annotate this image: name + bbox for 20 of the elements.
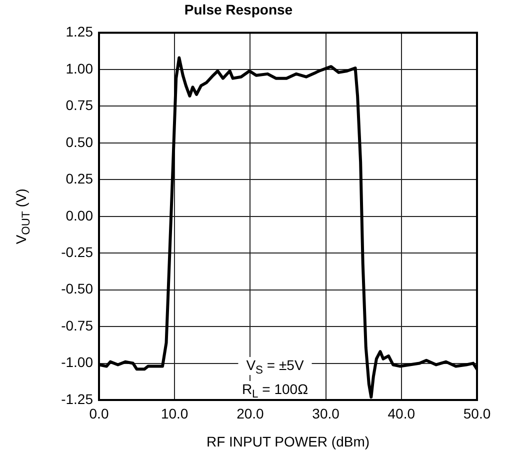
y-tick-label: 0.25 — [66, 170, 94, 187]
y-tick-label: 1.00 — [66, 60, 94, 76]
y-tick-label: -0.75 — [61, 317, 94, 334]
y-tick-label: -1.25 — [61, 390, 94, 407]
y-tick-label: 0.75 — [66, 97, 94, 114]
x-axis-title: RF INPUT POWER (dBm) — [206, 433, 370, 450]
y-tick-label: -0.50 — [61, 280, 94, 297]
x-tick-label: 30.0 — [312, 405, 340, 422]
y-tick-label: 1.25 — [66, 24, 94, 40]
x-tick-label: 10.0 — [160, 405, 188, 422]
y-tick-label: -0.25 — [61, 244, 94, 260]
y-axis-title: VOUT (V) — [12, 188, 32, 244]
y-tick-label: 0.00 — [66, 207, 94, 224]
y-tick-label: -1.00 — [61, 354, 94, 370]
x-tick-label: 20.0 — [236, 405, 264, 422]
chart-title: Pulse Response — [184, 1, 293, 18]
x-tick-label: 0.0 — [89, 405, 109, 422]
x-tick-label: 50.0 — [463, 405, 491, 422]
x-tick-label: 40.0 — [388, 405, 416, 422]
y-tick-label: 0.50 — [66, 134, 94, 150]
